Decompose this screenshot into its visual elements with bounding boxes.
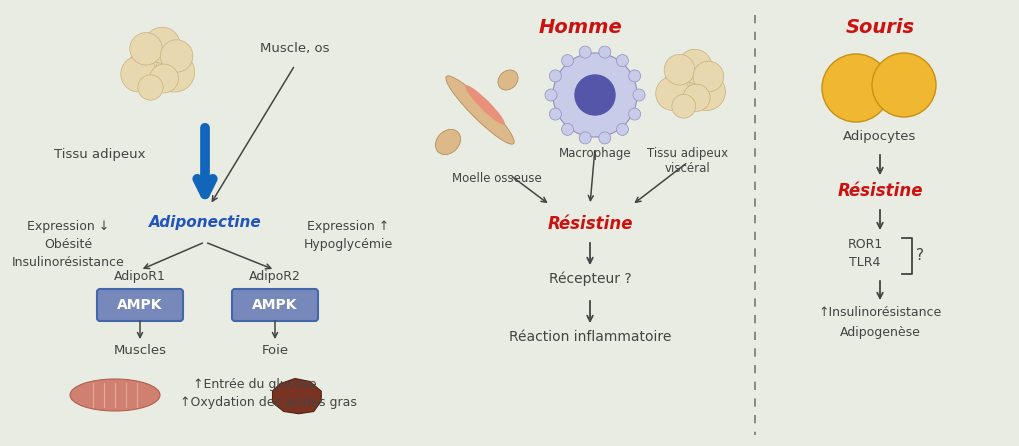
Circle shape: [150, 64, 178, 93]
Circle shape: [598, 46, 610, 58]
Circle shape: [144, 27, 180, 63]
Polygon shape: [272, 379, 321, 414]
Text: Récepteur ?: Récepteur ?: [548, 272, 631, 286]
Text: AdipoR2: AdipoR2: [249, 270, 301, 283]
Circle shape: [598, 132, 610, 144]
Ellipse shape: [435, 129, 461, 155]
Text: ↑Insulinorésistance: ↑Insulinorésistance: [817, 306, 941, 319]
Ellipse shape: [445, 76, 514, 144]
Text: Adiponectine: Adiponectine: [149, 215, 261, 230]
Circle shape: [575, 75, 614, 115]
Circle shape: [672, 95, 695, 118]
Text: Foie: Foie: [261, 344, 288, 357]
Circle shape: [549, 70, 560, 82]
Text: Tissu adipeux
viscéral: Tissu adipeux viscéral: [647, 147, 728, 175]
Circle shape: [120, 56, 157, 92]
Circle shape: [155, 52, 195, 92]
Text: Adipocytes: Adipocytes: [843, 130, 916, 143]
Text: Résistine: Résistine: [837, 182, 922, 200]
Circle shape: [663, 54, 694, 85]
Circle shape: [693, 61, 723, 92]
Text: Muscle, os: Muscle, os: [260, 42, 329, 55]
Text: Réaction inflammatoire: Réaction inflammatoire: [508, 330, 671, 344]
Circle shape: [138, 75, 163, 100]
Circle shape: [628, 108, 640, 120]
Text: Moelle osseuse: Moelle osseuse: [451, 172, 541, 185]
Circle shape: [549, 108, 560, 120]
Circle shape: [615, 124, 628, 136]
Circle shape: [129, 33, 162, 65]
Text: AMPK: AMPK: [252, 298, 298, 312]
Text: ↑Entrée du glucose: ↑Entrée du glucose: [193, 378, 316, 391]
Circle shape: [688, 73, 725, 111]
Text: TLR4: TLR4: [849, 256, 879, 269]
Ellipse shape: [497, 70, 518, 90]
FancyBboxPatch shape: [231, 289, 318, 321]
Text: Muscles: Muscles: [113, 344, 166, 357]
Circle shape: [561, 54, 573, 66]
Circle shape: [655, 77, 689, 111]
Ellipse shape: [465, 85, 504, 125]
Circle shape: [129, 40, 180, 90]
Text: Souris: Souris: [845, 18, 914, 37]
Circle shape: [683, 84, 709, 112]
Circle shape: [160, 40, 193, 72]
Text: AMPK: AMPK: [117, 298, 163, 312]
Circle shape: [871, 53, 935, 117]
Circle shape: [579, 132, 591, 144]
Circle shape: [561, 124, 573, 136]
Text: Expression ↑
Hypoglycémie: Expression ↑ Hypoglycémie: [303, 220, 392, 251]
Circle shape: [628, 70, 640, 82]
Circle shape: [552, 53, 637, 137]
Circle shape: [663, 61, 711, 109]
Text: Expression ↓
Obésité
Insulinorésistance: Expression ↓ Obésité Insulinorésistance: [11, 220, 124, 269]
Circle shape: [544, 89, 556, 101]
Ellipse shape: [70, 379, 160, 411]
Text: ?: ?: [915, 248, 923, 264]
Circle shape: [678, 50, 711, 83]
Text: ↑Oxydation des acides gras: ↑Oxydation des acides gras: [179, 396, 357, 409]
Text: ROR1: ROR1: [847, 238, 881, 251]
Text: Homme: Homme: [538, 18, 622, 37]
Text: Adipogenèse: Adipogenèse: [839, 326, 919, 339]
Text: Macrophage: Macrophage: [558, 147, 631, 160]
Circle shape: [821, 54, 890, 122]
FancyBboxPatch shape: [97, 289, 182, 321]
Text: Tissu adipeux: Tissu adipeux: [54, 148, 146, 161]
Circle shape: [579, 46, 591, 58]
Circle shape: [615, 54, 628, 66]
Text: AdipoR1: AdipoR1: [114, 270, 166, 283]
Text: Résistine: Résistine: [547, 215, 632, 233]
Circle shape: [633, 89, 644, 101]
